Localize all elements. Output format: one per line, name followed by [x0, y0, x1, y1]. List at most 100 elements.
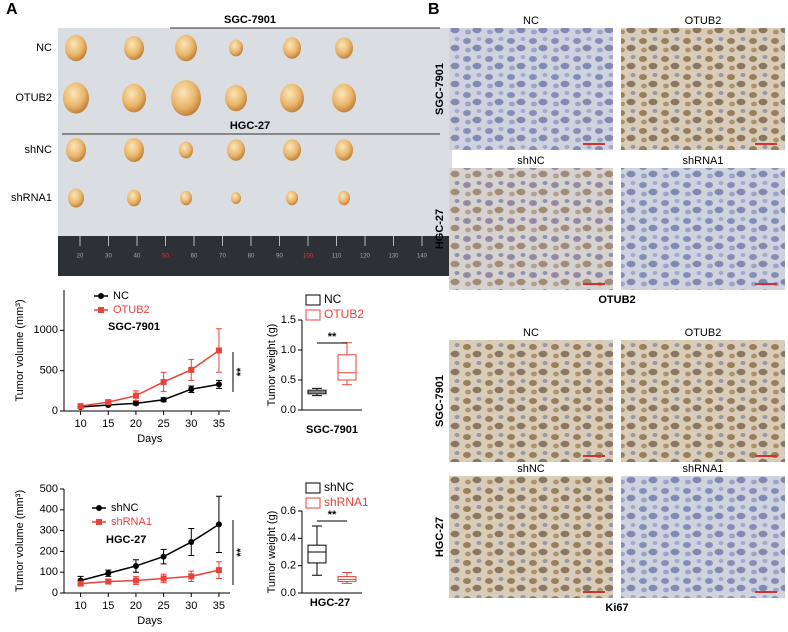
- ihc-image: [449, 28, 613, 150]
- x-axis-label: Days: [137, 433, 163, 445]
- panel-label: B: [428, 1, 440, 18]
- tumors: [63, 34, 356, 208]
- tumor: [280, 83, 304, 113]
- marker: [188, 539, 195, 546]
- legend-swatch: [305, 294, 321, 306]
- row-label: shNC: [24, 144, 52, 156]
- tumor: [124, 138, 144, 162]
- tumor: [124, 36, 144, 60]
- row-label: SGC-7901: [434, 63, 446, 115]
- x-tick-label: 30: [185, 418, 197, 430]
- tumor: [229, 39, 243, 57]
- ruler-label: 140: [417, 254, 428, 260]
- ruler-label: 20: [77, 254, 84, 260]
- y-tick-label: 100: [40, 566, 58, 578]
- ruler-label: 80: [248, 254, 255, 260]
- tumor: [65, 34, 87, 62]
- ruler-label: 40: [134, 254, 141, 260]
- y-axis-label: Tumor weight (g): [266, 324, 278, 407]
- group-label: HGC-27: [230, 120, 270, 132]
- marker: [105, 578, 112, 585]
- tumor: [332, 83, 356, 113]
- marker: [98, 293, 104, 299]
- tumor: [283, 37, 301, 59]
- significance: **: [328, 331, 337, 343]
- box: [307, 544, 327, 564]
- y-tick-label: 400: [40, 504, 58, 516]
- box: [337, 354, 357, 381]
- legend-label: shNC: [111, 502, 139, 514]
- marker: [215, 567, 222, 574]
- legend-label: OTUB2: [113, 304, 150, 316]
- significance: **: [328, 509, 337, 521]
- legend-label: NC: [113, 290, 129, 302]
- ruler-label: 110: [332, 254, 342, 260]
- y-tick-label: 0.6: [281, 505, 296, 517]
- x-tick-label: 20: [130, 418, 142, 430]
- y-tick-label: 0.5: [281, 374, 296, 386]
- tumor-photo: [58, 28, 452, 236]
- y-tick-label: 500: [40, 483, 58, 495]
- x-tick-label: 20: [130, 600, 142, 612]
- marker: [132, 400, 139, 407]
- y-axis-label: Tumor weight (g): [266, 511, 278, 594]
- series-line: [80, 523, 220, 582]
- x-tick-label: 25: [157, 600, 169, 612]
- ruler-label: 30: [105, 254, 112, 260]
- column-label: shRNA1: [683, 155, 724, 167]
- tumor: [283, 139, 301, 161]
- ruler-label: 50: [162, 254, 169, 260]
- tumor: [286, 190, 298, 206]
- marker: [215, 381, 222, 388]
- column-label: NC: [523, 15, 539, 27]
- ruler-label: 130: [388, 254, 399, 260]
- ruler-label: 70: [219, 254, 226, 260]
- marker: [160, 553, 167, 560]
- marker: [188, 573, 195, 580]
- ruler-label: 60: [191, 254, 198, 260]
- legend-swatch: [305, 497, 321, 509]
- marker: [215, 521, 222, 528]
- marker: [160, 575, 167, 582]
- marker: [96, 505, 102, 511]
- group-label: SGC-7901: [224, 14, 276, 26]
- marker: [188, 366, 195, 373]
- column-label: shNC: [517, 463, 545, 475]
- chart-title: SGC-7901: [306, 424, 358, 436]
- tumor: [225, 84, 247, 112]
- y-tick-label: 0: [52, 405, 58, 417]
- marker: [132, 577, 139, 584]
- y-tick-label: 1.0: [281, 344, 296, 356]
- ihc-images: [449, 28, 785, 598]
- stain-label: Ki67: [605, 602, 628, 614]
- marker: [98, 307, 104, 313]
- marker: [105, 570, 112, 577]
- panel-label: A: [6, 1, 18, 18]
- tumor: [179, 141, 193, 159]
- y-tick-label: 0.2: [281, 560, 296, 572]
- ruler-label: 100: [303, 254, 314, 260]
- ruler-label: 120: [360, 254, 371, 260]
- stain-label: OTUB2: [598, 294, 635, 306]
- y-axis-label: Tumor volume (mm³): [14, 490, 26, 592]
- series-line: [80, 383, 220, 408]
- tumor: [63, 82, 89, 114]
- tumor: [180, 190, 192, 206]
- y-tick-label: 0.4: [281, 532, 296, 544]
- ihc-image: [621, 168, 785, 290]
- x-tick-label: 25: [157, 418, 169, 430]
- column-label: shNC: [517, 155, 545, 167]
- x-tick-label: 35: [213, 600, 225, 612]
- ruler-label: 90: [276, 254, 283, 260]
- tumor: [335, 139, 353, 161]
- marker: [188, 386, 195, 393]
- chart-title: HGC-27: [106, 534, 146, 546]
- y-tick-label: 1000: [34, 324, 58, 336]
- x-tick-label: 30: [185, 600, 197, 612]
- ihc-image: [449, 476, 613, 598]
- legend-label: NC: [324, 292, 342, 306]
- legend-swatch: [305, 482, 321, 494]
- column-label: NC: [523, 327, 539, 339]
- row-label: HGC-27: [434, 517, 446, 557]
